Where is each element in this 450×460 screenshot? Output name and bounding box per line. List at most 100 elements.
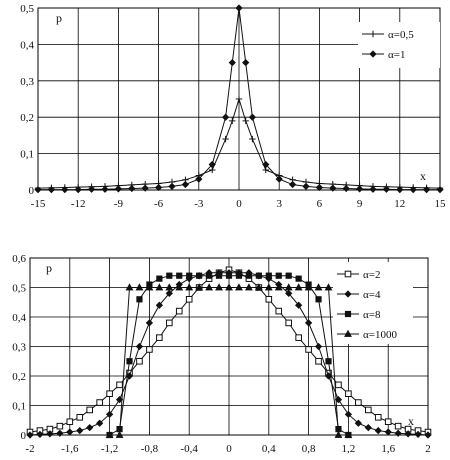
data-point xyxy=(228,58,236,67)
data-point xyxy=(125,283,134,291)
data-point xyxy=(295,275,302,282)
legend-label: α=4 xyxy=(363,289,381,301)
data-point xyxy=(334,430,343,438)
data-point xyxy=(136,357,143,365)
data-point xyxy=(244,283,253,291)
data-point xyxy=(235,4,243,12)
data-point xyxy=(255,272,262,279)
legend-label: α=8 xyxy=(363,309,381,321)
data-point xyxy=(324,283,333,291)
data-point xyxy=(128,184,136,193)
y-axis-label: p xyxy=(56,11,62,25)
data-point xyxy=(96,399,103,406)
data-point xyxy=(245,272,253,279)
data-point xyxy=(66,428,74,436)
x-tick-label: 0 xyxy=(226,443,232,455)
data-point xyxy=(314,342,323,351)
data-point xyxy=(354,419,362,427)
y-tick-label: 0,2 xyxy=(20,112,34,124)
data-point xyxy=(136,296,143,303)
data-point xyxy=(56,429,64,437)
data-point xyxy=(235,272,243,279)
data-point xyxy=(145,319,154,327)
data-point xyxy=(141,184,149,192)
data-point xyxy=(275,307,283,315)
data-point xyxy=(225,272,233,279)
data-point xyxy=(165,283,174,291)
legend-marker xyxy=(344,310,352,318)
data-point xyxy=(304,283,313,291)
data-point xyxy=(235,283,243,291)
x-axis-label: x xyxy=(420,169,426,183)
data-point xyxy=(284,283,293,291)
data-point xyxy=(105,410,114,418)
y-tick-label: 0,1 xyxy=(12,401,26,413)
data-point xyxy=(96,419,104,427)
data-point xyxy=(215,272,223,279)
data-point xyxy=(115,430,124,438)
x-tick-label: 1,6 xyxy=(381,443,395,455)
data-point xyxy=(275,175,283,183)
legend-marker xyxy=(369,50,377,58)
data-point xyxy=(355,185,364,193)
data-point xyxy=(285,272,292,279)
y-tick-label: 0,6 xyxy=(12,253,26,265)
data-point xyxy=(165,289,173,298)
data-point xyxy=(87,185,96,193)
legend-label: α=1 xyxy=(388,49,405,61)
data-point xyxy=(235,95,243,103)
data-point xyxy=(34,186,42,194)
data-point xyxy=(61,186,69,194)
data-point xyxy=(176,272,183,279)
data-point xyxy=(364,424,372,432)
data-point xyxy=(76,414,84,421)
data-point xyxy=(295,334,302,341)
data-point xyxy=(156,275,163,282)
data-point xyxy=(101,185,109,193)
y-tick-label: 0,1 xyxy=(20,149,34,161)
data-point xyxy=(422,186,431,194)
data-point xyxy=(222,135,229,143)
data-point xyxy=(248,113,257,121)
data-point xyxy=(36,430,44,439)
data-point xyxy=(249,135,256,143)
x-tick-label: 3 xyxy=(276,198,282,210)
data-point xyxy=(315,183,324,192)
data-point xyxy=(154,183,163,192)
data-point xyxy=(46,430,54,438)
x-tick-label: 0,8 xyxy=(302,443,316,455)
data-point xyxy=(396,186,404,194)
series-4 xyxy=(105,283,353,438)
data-point xyxy=(344,410,353,418)
data-point xyxy=(47,186,56,194)
data-point xyxy=(285,319,292,327)
data-point xyxy=(74,186,82,194)
data-point xyxy=(345,390,352,397)
x-tick-label: 0 xyxy=(236,198,242,210)
data-point xyxy=(221,113,230,121)
x-tick-label: -12 xyxy=(71,198,86,210)
data-point xyxy=(196,272,203,279)
data-point xyxy=(315,357,322,365)
legend-marker xyxy=(344,290,352,298)
x-tick-label: 12 xyxy=(394,198,405,210)
data-point xyxy=(274,283,283,291)
data-point xyxy=(369,185,377,193)
data-point xyxy=(374,426,382,435)
legend: α=0,5 α=1 xyxy=(358,22,440,68)
data-point xyxy=(304,319,313,327)
data-point xyxy=(205,283,214,291)
data-point xyxy=(265,272,272,279)
data-point xyxy=(56,422,64,430)
data-point xyxy=(195,283,204,291)
y-tick-label: 0,3 xyxy=(20,76,34,88)
legend-marker xyxy=(369,30,377,38)
y-tick-label: 0,5 xyxy=(20,3,34,15)
data-point xyxy=(355,399,362,406)
y-tick-label: 0,4 xyxy=(20,39,34,51)
x-tick-label: -6 xyxy=(154,198,164,210)
data-point xyxy=(156,334,163,341)
data-point xyxy=(135,342,144,351)
x-tick-label: 2 xyxy=(425,443,431,455)
data-point xyxy=(374,414,382,421)
